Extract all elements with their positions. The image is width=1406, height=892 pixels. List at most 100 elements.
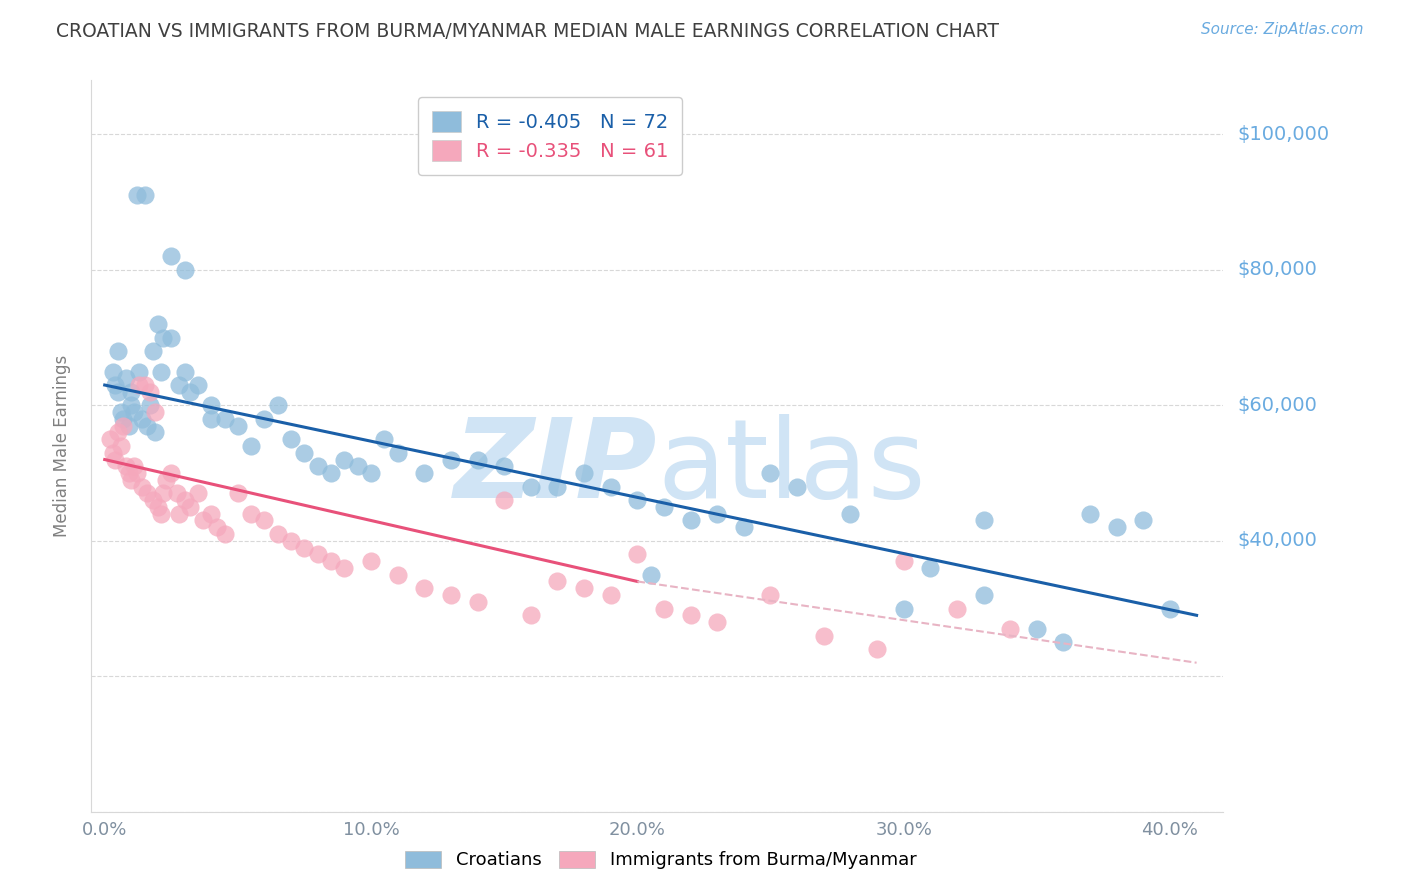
Point (973, 588, 995, 602)
Point (107, 344, 129, 359)
Point (467, 452, 489, 467)
Point (733, 520, 755, 534)
Point (373, 432, 395, 446)
Point (122, 405, 145, 419)
Point (998, 622, 1021, 636)
Point (166, 486, 188, 500)
Point (893, 601, 915, 615)
Point (112, 412, 135, 426)
Point (440, 452, 463, 467)
Point (572, 466, 595, 480)
Point (240, 507, 263, 521)
Point (294, 446, 316, 460)
Point (1078, 507, 1101, 521)
Point (214, 412, 236, 426)
Point (319, 554, 342, 568)
Text: $100,000: $100,000 (1237, 125, 1329, 144)
Point (652, 601, 675, 615)
Point (280, 432, 302, 446)
Point (200, 412, 222, 426)
Text: atlas: atlas (657, 415, 925, 522)
Point (813, 629, 835, 643)
Point (98, 432, 121, 446)
Point (187, 378, 209, 392)
Point (1105, 520, 1128, 534)
Point (160, 249, 183, 263)
Point (120, 398, 142, 412)
Point (333, 561, 356, 575)
Point (118, 466, 141, 480)
Point (149, 364, 172, 378)
Point (143, 425, 166, 440)
Text: $40,000: $40,000 (1237, 532, 1317, 550)
Y-axis label: Median Male Earnings: Median Male Earnings (52, 355, 70, 537)
Point (110, 405, 132, 419)
Point (494, 459, 516, 474)
Point (1025, 622, 1047, 636)
Point (253, 412, 276, 426)
Point (413, 581, 436, 595)
Point (122, 459, 145, 474)
Point (572, 581, 595, 595)
Point (546, 574, 568, 589)
Point (706, 615, 728, 629)
Point (893, 554, 915, 568)
Point (413, 466, 436, 480)
Point (360, 466, 382, 480)
Point (110, 439, 132, 453)
Point (112, 418, 135, 433)
Point (142, 493, 165, 508)
Point (1159, 601, 1181, 615)
Legend: R = -0.405   N = 72, R = -0.335   N = 61: R = -0.405 N = 72, R = -0.335 N = 61 (418, 97, 682, 175)
Point (440, 588, 463, 602)
Point (118, 418, 141, 433)
Point (200, 398, 222, 412)
Point (115, 371, 138, 385)
Point (155, 473, 177, 487)
Point (973, 514, 995, 528)
Point (104, 378, 127, 392)
Point (706, 507, 728, 521)
Point (136, 418, 159, 433)
Point (759, 466, 782, 480)
Point (226, 486, 249, 500)
Point (205, 520, 228, 534)
Point (115, 459, 138, 474)
Point (267, 527, 290, 541)
Point (160, 331, 183, 345)
Point (179, 384, 201, 399)
Point (214, 527, 236, 541)
Point (120, 473, 142, 487)
Point (387, 446, 409, 460)
Point (333, 452, 356, 467)
Point (101, 364, 124, 378)
Point (626, 493, 648, 508)
Point (626, 547, 648, 561)
Point (467, 595, 489, 609)
Point (866, 642, 889, 657)
Point (107, 384, 129, 399)
Point (136, 486, 159, 500)
Point (346, 459, 368, 474)
Point (101, 446, 124, 460)
Point (520, 608, 543, 623)
Text: CROATIAN VS IMMIGRANTS FROM BURMA/MYANMAR MEDIAN MALE EARNINGS CORRELATION CHART: CROATIAN VS IMMIGRANTS FROM BURMA/MYANMA… (56, 22, 1000, 41)
Point (546, 480, 568, 494)
Point (679, 608, 702, 623)
Point (146, 500, 169, 514)
Point (120, 384, 142, 399)
Point (104, 452, 127, 467)
Text: $80,000: $80,000 (1237, 260, 1317, 279)
Point (946, 601, 969, 615)
Point (169, 378, 191, 392)
Point (640, 567, 662, 582)
Point (143, 405, 166, 419)
Point (131, 412, 153, 426)
Text: ZIP: ZIP (454, 415, 657, 522)
Point (146, 317, 169, 331)
Text: Source: ZipAtlas.com: Source: ZipAtlas.com (1201, 22, 1364, 37)
Point (494, 493, 516, 508)
Point (128, 378, 150, 392)
Point (152, 486, 174, 500)
Point (599, 480, 621, 494)
